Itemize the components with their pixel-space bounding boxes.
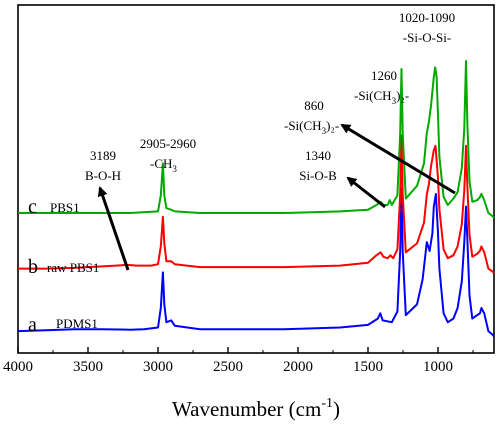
annotation-3189-value: 3189: [90, 148, 116, 163]
annotation-1340: 1340 Si-O-B: [299, 148, 337, 183]
arrow-1340: [346, 176, 386, 209]
x-tick-label-1500: 1500: [353, 359, 383, 375]
annotation-1260-group: -Si(CH3)₂-: [354, 88, 409, 106]
annotation-1020: 1020-1090 -Si-O-Si-: [399, 10, 455, 45]
plot-frame: [17, 4, 495, 354]
annotation-1020-group: -Si-O-Si-: [403, 30, 451, 45]
series-letter-c: c: [28, 196, 37, 218]
series-line-c: [18, 60, 495, 219]
series-layer: [17, 60, 495, 338]
annotation-2905-group: -CH3: [150, 156, 177, 174]
x-tick-label-1000: 1000: [423, 359, 453, 375]
series-line-b: [18, 134, 495, 274]
arrow-860: [340, 123, 456, 195]
annotation-3189-group: B-O-H: [85, 168, 121, 183]
arrow-3189: [97, 186, 130, 271]
annotation-1340-group: Si-O-B: [299, 168, 337, 183]
series-label-c: c PBS1: [28, 196, 80, 218]
annotation-860: 860 -Si(CH3)₂-: [284, 98, 339, 136]
x-axis: 4000 3500 3000 2500 2000 1500 1000: [3, 347, 474, 375]
x-tick-label-2000: 2000: [283, 359, 313, 375]
annotation-1340-value: 1340: [305, 148, 331, 163]
series-label-a: a PDMS1: [28, 314, 98, 336]
series-label-b: b raw PBS1: [28, 256, 99, 278]
annotation-3189: 3189 B-O-H: [85, 148, 121, 183]
annotation-2905-value: 2905-2960: [140, 136, 196, 151]
annotation-860-group: -Si(CH3)₂-: [284, 118, 339, 136]
series-name-a: PDMS1: [56, 316, 98, 331]
annotation-1260: 1260 -Si(CH3)₂-: [354, 68, 409, 106]
annotation-2905: 2905-2960 -CH3: [140, 136, 196, 174]
series-letter-a: a: [28, 314, 37, 336]
x-tick-label-2500: 2500: [213, 359, 243, 375]
annotation-860-value: 860: [304, 98, 324, 113]
series-line-a: [17, 187, 495, 338]
series-letter-b: b: [28, 256, 38, 278]
annotation-1020-value: 1020-1090: [399, 10, 455, 25]
annotation-1260-value: 1260: [371, 68, 397, 83]
x-tick-label-3000: 3000: [143, 359, 173, 375]
x-tick-label-4000: 4000: [3, 359, 33, 375]
series-name-c: PBS1: [50, 200, 80, 215]
x-tick-label-3500: 3500: [73, 359, 103, 375]
x-axis-title: Wavenumber (cm-1): [172, 396, 340, 421]
series-name-b: raw PBS1: [47, 260, 99, 275]
